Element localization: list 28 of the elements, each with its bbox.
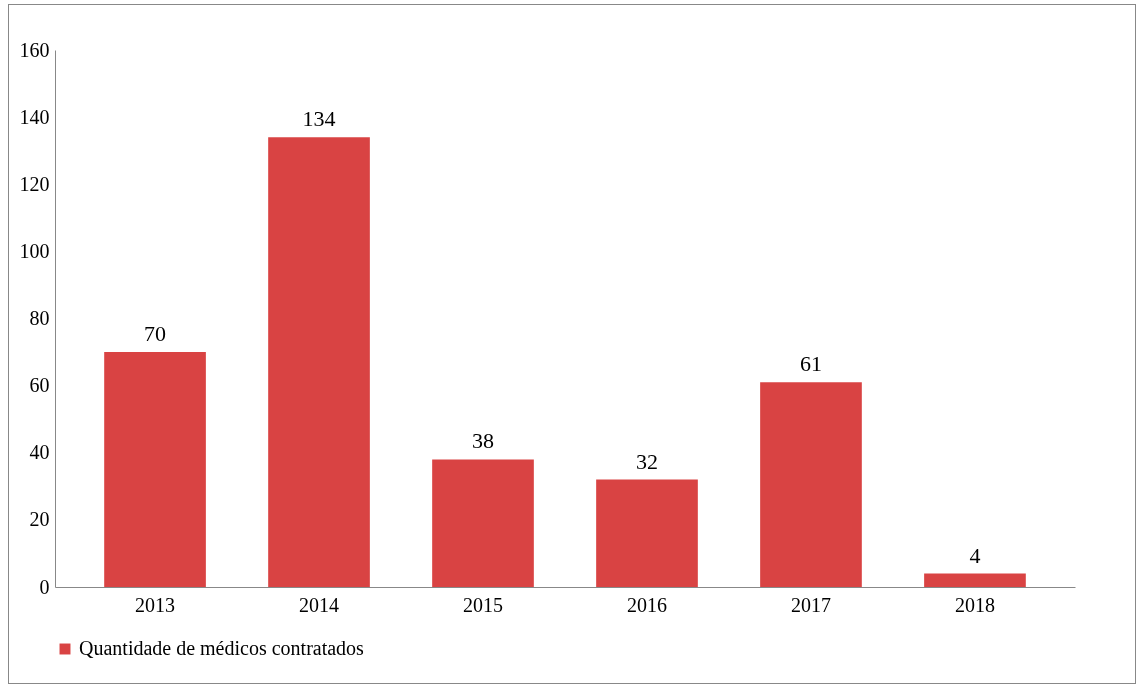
data-label: 32 — [635, 448, 658, 474]
bar — [924, 573, 1026, 587]
legend-label: Quantidade de médicos contratados — [79, 637, 365, 659]
y-tick-label: 0 — [39, 575, 50, 598]
data-label: 61 — [799, 351, 822, 377]
y-tick-label: 160 — [19, 38, 50, 61]
y-tick-label: 20 — [29, 508, 50, 531]
bar — [268, 137, 370, 587]
y-tick-label: 120 — [19, 172, 50, 195]
data-label: 134 — [302, 106, 336, 132]
bar — [760, 382, 862, 587]
y-tick-label: 140 — [19, 105, 50, 128]
bar — [104, 352, 206, 587]
x-tick-label: 2018 — [954, 593, 995, 616]
x-tick-label: 2016 — [626, 593, 667, 616]
bar — [596, 479, 698, 587]
bar — [432, 459, 534, 587]
x-tick-label: 2017 — [790, 593, 831, 616]
x-tick-label: 2013 — [135, 593, 176, 616]
y-tick-label: 60 — [29, 374, 50, 397]
data-label: 70 — [144, 321, 167, 347]
x-tick-label: 2015 — [463, 593, 504, 616]
data-label: 4 — [969, 542, 981, 568]
y-tick-label: 40 — [29, 441, 50, 464]
x-tick-label: 2014 — [299, 593, 340, 616]
y-tick-label: 100 — [19, 239, 50, 262]
y-tick-label: 80 — [29, 307, 50, 329]
data-label: 38 — [472, 428, 495, 454]
